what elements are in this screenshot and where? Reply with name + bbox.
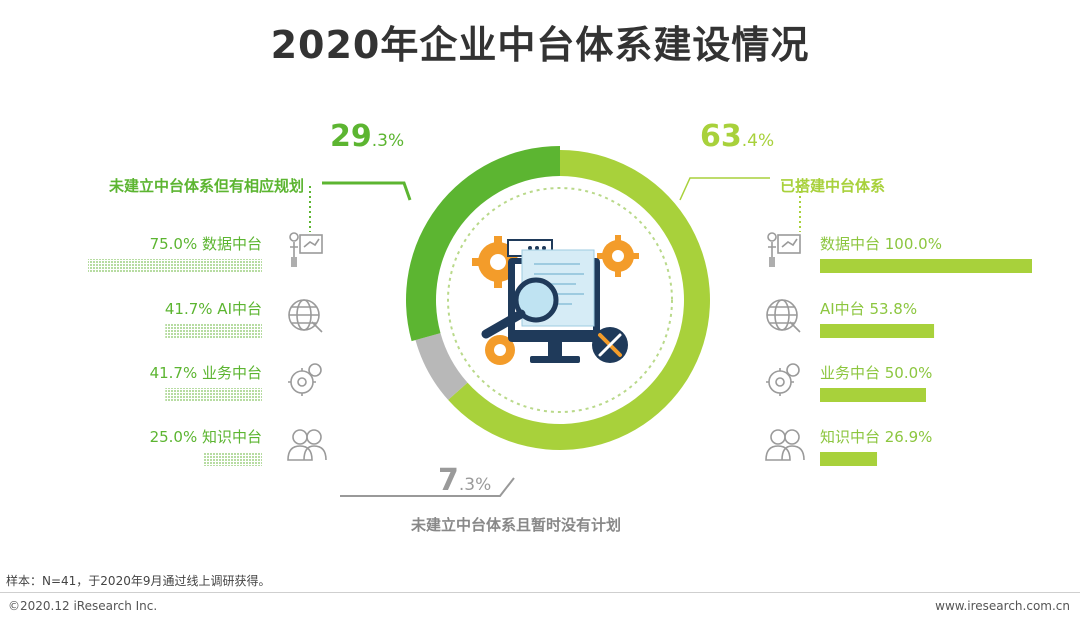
bar-label: 业务中台 50.0% [820,364,932,382]
bar-label: 数据中台 100.0% [820,235,942,253]
bar [88,259,262,273]
inner-dashed-ring [447,187,673,413]
presentation-icon [767,232,801,267]
bar-label: 41.7% 业务中台 [150,364,262,382]
bar [820,452,878,466]
pct-left-minor: .3% [372,131,404,151]
svg-text:7.3%: 7.3% [438,463,491,498]
svg-text:29.3%: 29.3% [330,119,404,154]
bar [165,324,262,338]
magnifier-icon [481,277,559,339]
donut-slice [415,333,468,400]
right-breakdown: 数据中台 100.0% AI中台 53.8% 业务中台 50.0% 知识中台 26.9… [820,235,1032,466]
pct-bottom: 7.3% [438,463,491,498]
left-icon-column [287,232,327,461]
donut-chart [406,146,710,450]
bar-label: 25.0% 知识中台 [150,428,262,446]
pct-right-major: 63 [700,119,742,154]
globe-icon [766,299,801,333]
people-icon [287,429,327,461]
copyright: ©2020.12 iResearch Inc. [8,599,158,613]
footer-divider [0,592,1080,593]
presentation-icon [289,232,323,267]
group-label-bottom: 未建立中台体系且暂时没有计划 [410,516,621,534]
bar [820,388,926,402]
bar-label: 41.7% AI中台 [165,300,262,318]
pct-bottom-major: 7 [438,463,459,498]
gear-icon [485,335,515,365]
bar-label: 75.0% 数据中台 [150,235,262,253]
right-icon-column [765,232,805,461]
bar-label: AI中台 53.8% [820,300,917,318]
pct-bottom-minor: .3% [459,475,491,495]
chart-title: 2020年企业中台体系建设情况 [270,23,810,67]
connector-lines [309,177,801,497]
gear-icon [597,235,639,277]
bar [165,388,262,402]
bar [820,259,1032,273]
bar [204,452,262,466]
globe-icon [288,299,323,333]
pct-left-major: 29 [330,119,372,154]
left-breakdown: 75.0% 数据中台 41.7% AI中台 41.7% 业务中台 25.0% 知识中台 [88,235,262,466]
people-icon [765,429,805,461]
center-illustration [472,235,639,365]
group-label-right: 已搭建中台体系 [780,177,885,195]
pct-right: 63.4% [700,119,774,154]
donut-slice [406,146,560,342]
sample-note: 样本：N=41，于2020年9月通过线上调研获得。 [6,574,271,588]
gear-icon [766,363,800,396]
donut-slice [448,150,710,450]
website: www.iresearch.com.cn [935,599,1070,613]
bar-label: 知识中台 26.9% [820,428,932,446]
svg-text:63.4%: 63.4% [700,119,774,154]
group-label-left: 未建立中台体系但有相应规划 [108,177,304,195]
pct-left: 29.3% [330,119,404,154]
gear-icon [288,363,322,396]
pct-right-minor: .4% [742,131,774,151]
bar [820,324,935,338]
wrench-icon [592,327,628,363]
